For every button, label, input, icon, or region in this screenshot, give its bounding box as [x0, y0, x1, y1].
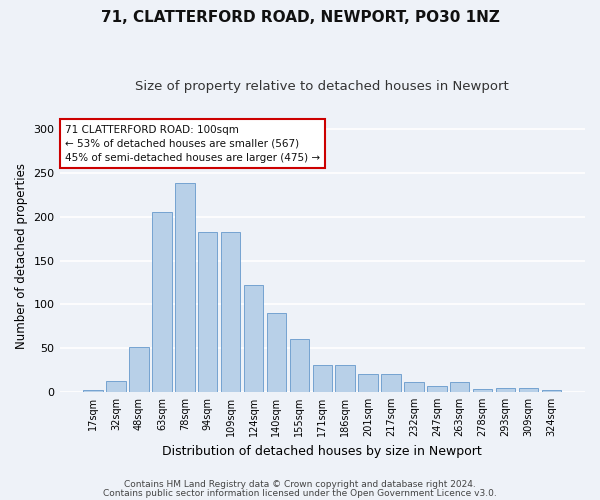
Bar [381, 374, 401, 392]
Text: Contains public sector information licensed under the Open Government Licence v3: Contains public sector information licen… [103, 490, 497, 498]
Bar [519, 388, 538, 392]
Text: 71, CLATTERFORD ROAD, NEWPORT, PO30 1NZ: 71, CLATTERFORD ROAD, NEWPORT, PO30 1NZ [101, 10, 499, 25]
Bar [473, 390, 493, 392]
Bar [129, 348, 149, 392]
Bar [404, 382, 424, 392]
Bar [267, 313, 286, 392]
Bar [542, 390, 561, 392]
Text: 71 CLATTERFORD ROAD: 100sqm
← 53% of detached houses are smaller (567)
45% of se: 71 CLATTERFORD ROAD: 100sqm ← 53% of det… [65, 124, 320, 162]
Bar [198, 232, 217, 392]
Bar [221, 232, 241, 392]
Y-axis label: Number of detached properties: Number of detached properties [15, 163, 28, 349]
Title: Size of property relative to detached houses in Newport: Size of property relative to detached ho… [136, 80, 509, 93]
Bar [244, 285, 263, 392]
Bar [83, 390, 103, 392]
Bar [450, 382, 469, 392]
Text: Contains HM Land Registry data © Crown copyright and database right 2024.: Contains HM Land Registry data © Crown c… [124, 480, 476, 489]
Bar [313, 365, 332, 392]
Bar [427, 386, 446, 392]
Bar [175, 182, 194, 392]
X-axis label: Distribution of detached houses by size in Newport: Distribution of detached houses by size … [163, 444, 482, 458]
Bar [106, 382, 126, 392]
Bar [335, 365, 355, 392]
Bar [152, 212, 172, 392]
Bar [290, 340, 309, 392]
Bar [496, 388, 515, 392]
Bar [358, 374, 378, 392]
